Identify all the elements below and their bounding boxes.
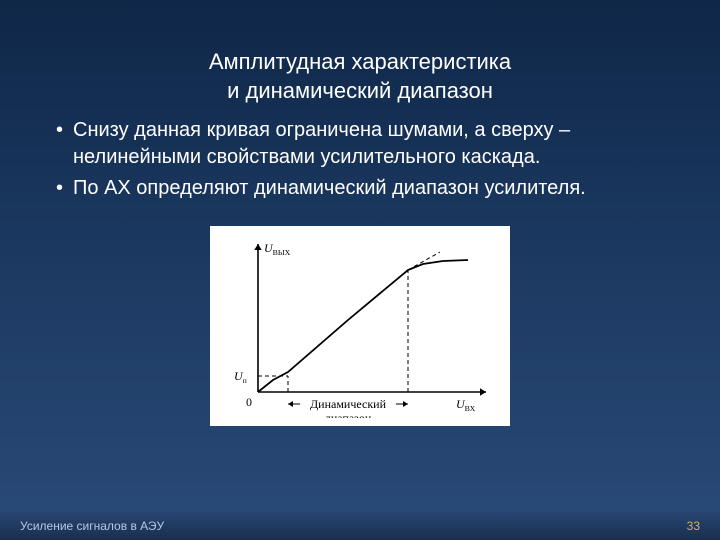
svg-text:UВЫХ: UВЫХ [264,241,291,257]
bullet-dot-icon: • [48,117,73,171]
list-item: • Снизу данная кривая ограничена шумами,… [48,117,672,171]
title-line-2: и динамический диапазон [227,78,493,103]
bullet-text: По АХ определяют динамический диапазон у… [73,175,586,202]
svg-text:Uп: Uп [234,369,247,385]
svg-text:0: 0 [246,395,252,409]
bullet-text: Снизу данная кривая ограничена шумами, а… [73,117,672,171]
slide-footer: Усиление сигналов в АЭУ 33 [0,512,720,540]
footer-text: Усиление сигналов в АЭУ [20,519,164,533]
svg-text:диапазон: диапазон [325,411,372,418]
bullet-list: • Снизу данная кривая ограничена шумами,… [48,117,672,202]
list-item: • По АХ определяют динамический диапазон… [48,175,672,202]
svg-text:UВХ: UВХ [456,397,476,413]
svg-text:Динамический: Динамический [310,397,387,411]
amplitude-chart: UВЫХ UВХ 0 Uп Динамическийдиапазон [210,226,510,426]
slide-title: Амплитудная характеристика и динамически… [48,48,672,105]
bullet-dot-icon: • [48,175,73,202]
chart-svg: UВЫХ UВХ 0 Uп Динамическийдиапазон [218,234,502,418]
title-line-1: Амплитудная характеристика [209,49,511,74]
page-number: 33 [687,519,700,533]
